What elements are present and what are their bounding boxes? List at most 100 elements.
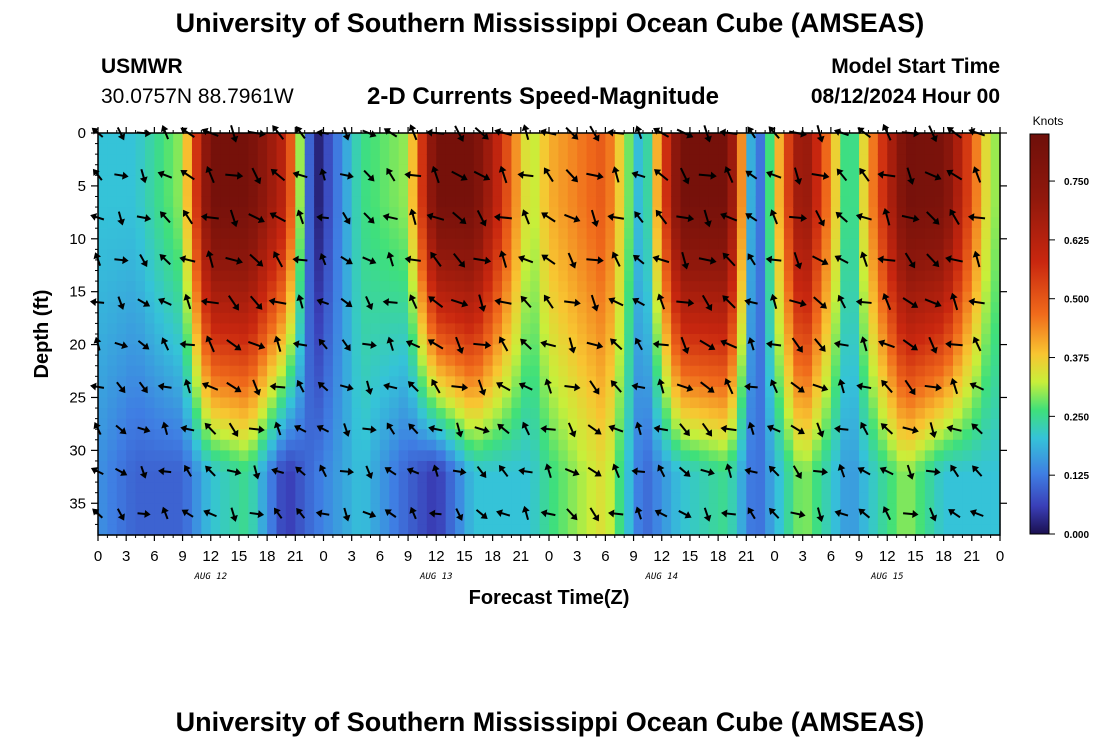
arrow-shaft xyxy=(929,422,935,435)
arrow-head xyxy=(945,340,952,349)
heatmap-cell xyxy=(126,249,137,261)
x-tick-label: 18 xyxy=(259,548,276,565)
heatmap-cell xyxy=(633,376,644,388)
heatmap-cell xyxy=(342,281,353,293)
heatmap-cell xyxy=(530,164,541,176)
current-arrow xyxy=(477,379,487,396)
current-arrow xyxy=(362,340,377,349)
heatmap-cell xyxy=(990,344,1001,356)
heatmap-cell xyxy=(614,524,625,536)
heatmap-cell xyxy=(539,133,550,145)
heatmap-cell xyxy=(144,503,155,515)
heatmap-cell xyxy=(934,270,945,282)
heatmap-cell xyxy=(201,429,212,441)
arrow-shaft xyxy=(455,336,462,351)
heatmap-cell xyxy=(473,175,484,187)
heatmap-cell xyxy=(107,524,118,536)
heatmap-cell xyxy=(257,196,268,208)
current-arrow xyxy=(475,509,488,519)
heatmap-cell xyxy=(492,228,503,240)
heatmap-cell xyxy=(774,513,785,526)
heatmap-cell xyxy=(530,376,541,388)
heatmap-cell xyxy=(821,450,832,462)
heatmap-cell xyxy=(201,228,212,240)
heatmap-cell xyxy=(567,386,578,399)
heatmap-cell xyxy=(943,386,954,399)
heatmap-cell xyxy=(530,228,541,240)
heatmap-cell xyxy=(558,408,569,420)
current-arrow xyxy=(428,296,444,308)
arrow-head xyxy=(236,171,244,180)
heatmap-cell xyxy=(971,439,982,451)
heatmap-cell xyxy=(652,460,663,473)
heatmap-cell xyxy=(962,492,973,504)
heatmap-cell xyxy=(624,386,635,399)
heatmap-cell xyxy=(473,133,484,145)
heatmap-cell xyxy=(887,323,898,335)
heatmap-cell xyxy=(586,482,597,494)
heatmap-cell xyxy=(727,513,738,526)
current-arrow xyxy=(271,467,285,475)
heatmap-cell xyxy=(417,133,428,145)
arrow-head xyxy=(292,170,300,179)
heatmap-cell xyxy=(708,408,719,420)
heatmap-cell xyxy=(351,270,362,282)
heatmap-cell xyxy=(351,397,362,409)
arrow-head xyxy=(461,383,469,392)
heatmap-cell xyxy=(163,524,174,536)
heatmap-cell xyxy=(267,365,278,377)
heatmap-cell xyxy=(971,143,982,155)
heatmap-cell xyxy=(135,270,146,282)
heatmap-cell xyxy=(924,386,935,399)
heatmap-cell xyxy=(736,164,747,176)
arrow-head xyxy=(493,213,501,222)
heatmap-cell xyxy=(163,503,174,515)
heatmap-cell xyxy=(783,185,794,198)
current-arrow xyxy=(200,297,219,306)
heatmap-cell xyxy=(248,154,259,166)
heatmap-cell xyxy=(332,439,343,451)
heatmap-cell xyxy=(332,249,343,261)
heatmap-cell xyxy=(191,238,202,250)
heatmap-cell xyxy=(398,334,409,346)
heatmap-cell xyxy=(389,492,400,504)
arrow-head xyxy=(269,382,276,391)
heatmap-cell xyxy=(614,312,625,325)
heatmap-cell xyxy=(248,175,259,187)
heatmap-cell xyxy=(201,217,212,229)
heatmap-cell xyxy=(445,334,456,346)
heatmap-cell xyxy=(718,302,729,314)
heatmap-cell xyxy=(915,344,926,356)
heatmap-cell xyxy=(821,418,832,430)
heatmap-cell xyxy=(595,249,606,261)
heatmap-cell xyxy=(661,133,672,145)
heatmap-cell xyxy=(267,175,278,187)
heatmap-cell xyxy=(699,524,710,536)
heatmap-cell xyxy=(549,323,559,335)
heatmap-cell xyxy=(173,133,184,145)
heatmap-cell xyxy=(755,238,766,250)
heatmap-cell xyxy=(445,143,456,155)
arrow-head xyxy=(652,340,660,349)
heatmap-cell xyxy=(661,365,672,377)
arrow-shaft xyxy=(859,215,872,221)
heatmap-cell xyxy=(464,344,475,356)
heatmap-cell xyxy=(661,281,672,293)
arrow-head xyxy=(571,132,579,140)
heatmap-cell xyxy=(718,344,729,356)
heatmap-cell xyxy=(840,238,851,250)
heatmap-cell xyxy=(943,471,954,483)
heatmap-cell xyxy=(408,312,419,325)
heatmap-cell xyxy=(605,429,616,441)
heatmap-cell xyxy=(877,249,888,261)
x-tick-label: 3 xyxy=(122,548,130,565)
heatmap-cell xyxy=(455,365,466,377)
heatmap-cell xyxy=(887,196,898,208)
arrow-head xyxy=(708,343,716,351)
heatmap-cell xyxy=(304,439,315,451)
arrow-head xyxy=(408,208,417,216)
current-arrow xyxy=(386,422,396,435)
heatmap-cell xyxy=(370,460,381,473)
heatmap-cell xyxy=(859,524,870,536)
heatmap-cell xyxy=(793,207,804,219)
